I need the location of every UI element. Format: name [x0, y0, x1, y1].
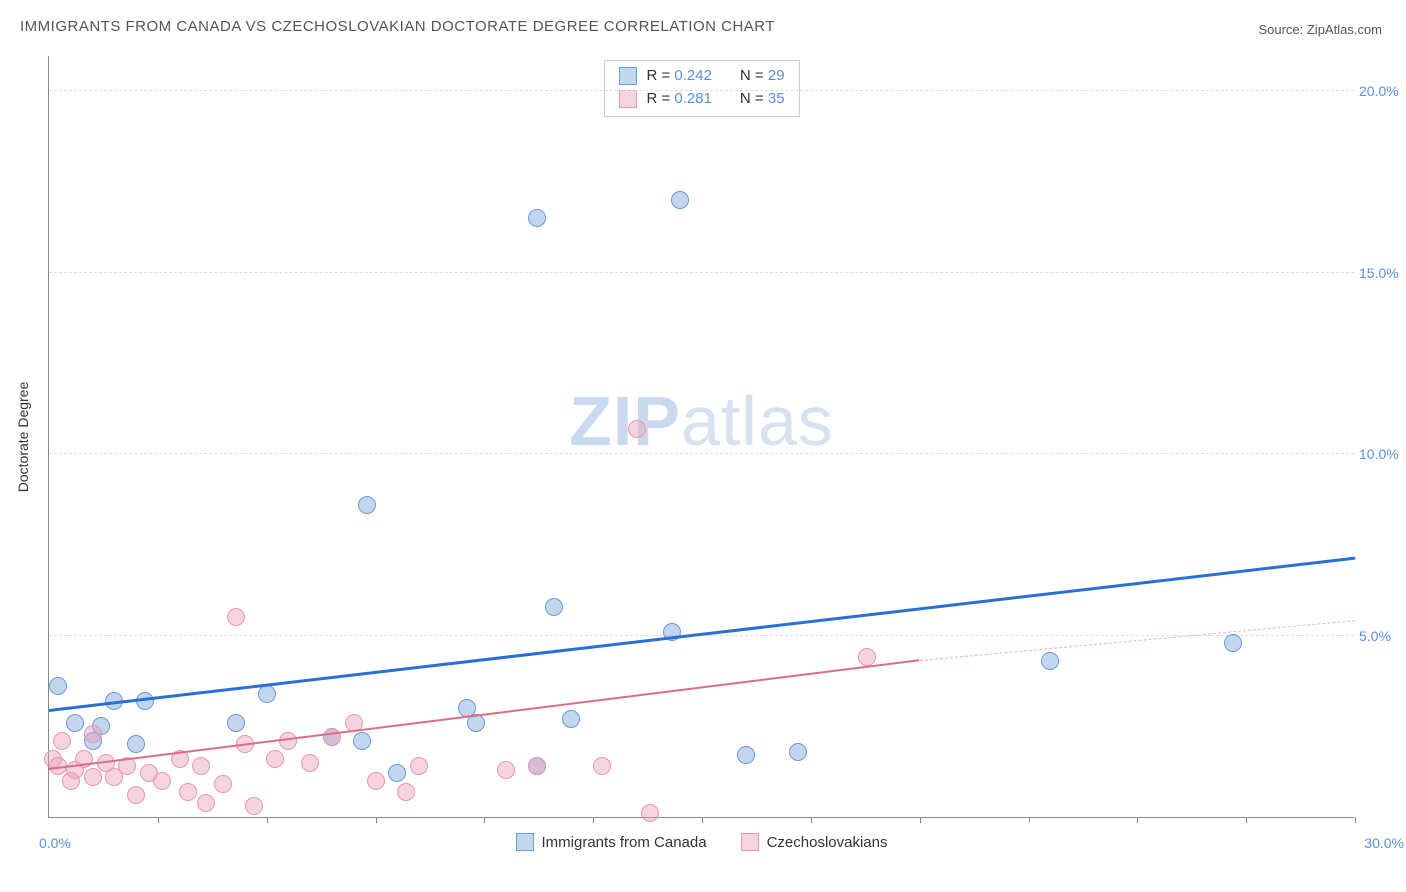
legend-label: Czechoslovakians	[767, 834, 888, 851]
data-point	[789, 743, 807, 761]
x-tick	[376, 817, 377, 823]
data-point	[545, 598, 563, 616]
data-point	[737, 746, 755, 764]
data-point	[397, 783, 415, 801]
data-point	[214, 775, 232, 793]
data-point	[358, 496, 376, 514]
data-point	[628, 420, 646, 438]
data-point	[353, 732, 371, 750]
data-point	[1224, 634, 1242, 652]
data-point	[127, 735, 145, 753]
x-tick	[593, 817, 594, 823]
data-point	[641, 804, 659, 822]
x-tick	[158, 817, 159, 823]
y-tick-label: 15.0%	[1359, 265, 1406, 281]
legend-label: Immigrants from Canada	[542, 834, 707, 851]
data-point	[593, 757, 611, 775]
data-point	[528, 757, 546, 775]
x-tick	[702, 817, 703, 823]
y-axis-title: Doctorate Degree	[15, 381, 31, 492]
y-tick-label: 20.0%	[1359, 83, 1406, 99]
legend-item: Immigrants from Canada	[516, 833, 707, 851]
stats-row: R = 0.242 N = 29	[618, 65, 784, 88]
data-point	[53, 732, 71, 750]
data-point	[562, 710, 580, 728]
scatter-plot-area: ZIPatlas Doctorate Degree 0.0% 30.0% R =…	[48, 56, 1354, 818]
data-point	[192, 757, 210, 775]
y-tick-label: 5.0%	[1359, 628, 1406, 644]
data-point	[197, 794, 215, 812]
stat-r-label: R = 0.242	[646, 65, 711, 88]
x-tick	[1137, 817, 1138, 823]
trend-line	[920, 620, 1355, 661]
gridline	[49, 453, 1354, 454]
data-point	[858, 648, 876, 666]
data-point	[127, 786, 145, 804]
data-point	[179, 783, 197, 801]
gridline	[49, 90, 1354, 91]
legend-swatch	[618, 90, 636, 108]
data-point	[84, 725, 102, 743]
data-point	[410, 757, 428, 775]
data-point	[49, 677, 67, 695]
x-tick	[920, 817, 921, 823]
x-tick	[267, 817, 268, 823]
watermark: ZIPatlas	[569, 381, 834, 461]
x-tick	[484, 817, 485, 823]
y-tick-label: 10.0%	[1359, 446, 1406, 462]
source-label: Source: ZipAtlas.com	[1258, 22, 1382, 37]
data-point	[671, 191, 689, 209]
data-point	[301, 754, 319, 772]
x-tick	[1355, 817, 1356, 823]
legend-swatch	[741, 833, 759, 851]
data-point	[84, 768, 102, 786]
data-point	[367, 772, 385, 790]
data-point	[66, 714, 84, 732]
data-point	[388, 764, 406, 782]
stat-n-label: N = 29	[740, 65, 785, 88]
data-point	[528, 209, 546, 227]
data-point	[497, 761, 515, 779]
data-point	[245, 797, 263, 815]
data-point	[153, 772, 171, 790]
data-point	[266, 750, 284, 768]
series-legend: Immigrants from Canada Czechoslovakians	[516, 833, 888, 851]
legend-item: Czechoslovakians	[741, 833, 888, 851]
x-axis-min-label: 0.0%	[39, 835, 71, 851]
data-point	[1041, 652, 1059, 670]
x-tick	[1246, 817, 1247, 823]
x-tick	[811, 817, 812, 823]
stats-legend-box: R = 0.242N = 29R = 0.281N = 35	[603, 60, 799, 117]
legend-swatch	[618, 67, 636, 85]
legend-swatch	[516, 833, 534, 851]
gridline	[49, 272, 1354, 273]
data-point	[227, 714, 245, 732]
chart-title: IMMIGRANTS FROM CANADA VS CZECHOSLOVAKIA…	[20, 18, 775, 35]
data-point	[227, 608, 245, 626]
x-axis-max-label: 30.0%	[1364, 835, 1404, 851]
x-tick	[1029, 817, 1030, 823]
